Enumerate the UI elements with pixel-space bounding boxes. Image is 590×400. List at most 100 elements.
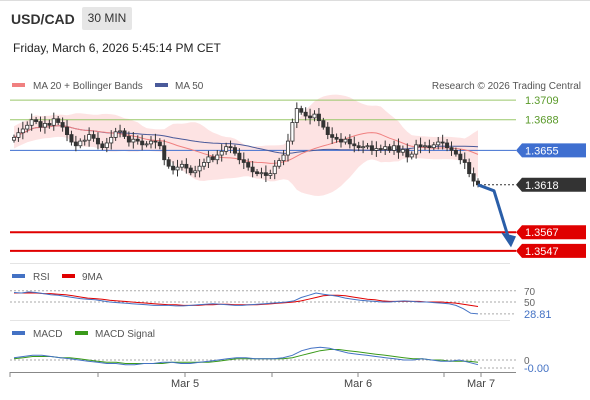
candle-body	[95, 137, 100, 145]
ma50-legend-label: MA 50	[175, 81, 204, 92]
candle-body	[369, 145, 374, 151]
x-tick-label: Mar 6	[344, 378, 372, 390]
candle-body	[409, 153, 414, 158]
candle-body	[16, 132, 21, 138]
candle-body	[418, 144, 423, 148]
candle-body	[268, 173, 273, 176]
candle-body	[281, 154, 286, 162]
candle-body	[392, 145, 397, 151]
level-tag-pivot	[516, 143, 586, 158]
candle-body	[352, 143, 357, 147]
candle-body	[259, 172, 264, 175]
forecast-arrow-shaft	[477, 183, 510, 237]
candle-body	[312, 113, 317, 119]
candle-body	[69, 134, 74, 143]
candle-body	[215, 154, 220, 161]
rsi-legend-swatch	[12, 274, 25, 278]
candle-body	[365, 145, 370, 148]
ma20-legend-label: MA 20 + Bollinger Bands	[33, 81, 143, 92]
candle-body	[383, 146, 388, 150]
candle-body	[308, 115, 313, 119]
macd-signal-line	[13, 349, 479, 364]
candle-body	[109, 136, 114, 144]
candle-body	[277, 160, 282, 167]
candle-body	[462, 159, 467, 163]
candle-body	[232, 147, 237, 154]
credit-text: Research © 2026 Trading Central	[432, 81, 581, 92]
candle-body	[272, 165, 277, 175]
candle-body	[42, 123, 47, 128]
candle-body	[153, 140, 158, 143]
macd-last-label: -0.00	[524, 363, 549, 375]
candle-body	[436, 141, 441, 146]
candle-body	[361, 146, 366, 149]
candle-body	[60, 122, 65, 128]
symbol-title: USD/CAD	[11, 11, 75, 27]
candle-body	[453, 149, 458, 155]
x-tick-label: Mar 7	[467, 378, 495, 390]
macd-legend-swatch	[12, 331, 25, 335]
candle-body	[113, 131, 118, 138]
x-tick-label: Mar 5	[171, 378, 199, 390]
candle-body	[179, 163, 184, 168]
candle-body	[29, 119, 34, 126]
candle-body	[334, 136, 339, 140]
timeframe-badge[interactable]: 30 MIN	[82, 7, 132, 30]
candle-body	[396, 145, 401, 153]
macd-line	[13, 346, 479, 366]
candle-body	[237, 152, 242, 161]
candle-body	[25, 124, 30, 130]
candle-body	[414, 144, 419, 155]
level-tag-support	[516, 225, 586, 240]
candle-body	[148, 140, 153, 145]
ma50-legend-swatch	[155, 83, 168, 87]
level-label-resistance: 1.3709	[525, 95, 559, 107]
macd-legend-label: MACD	[33, 329, 62, 340]
candle-body	[458, 153, 463, 161]
level-label-pivot: 1.3655	[525, 145, 559, 157]
candle-body	[378, 148, 383, 150]
candle-body	[431, 144, 436, 149]
candle-body	[347, 138, 352, 145]
ma20-legend-swatch	[12, 83, 25, 87]
rsi-line	[13, 291, 479, 315]
candle-body	[427, 145, 432, 149]
candle-body	[118, 130, 123, 133]
candle-body	[449, 147, 454, 151]
candle-body	[263, 172, 268, 176]
macd-signal-legend-swatch	[75, 331, 88, 335]
rsi-legend-label: RSI	[33, 272, 50, 283]
candle-body	[122, 130, 127, 137]
level-tag-support	[516, 243, 586, 258]
candle-body	[11, 136, 16, 141]
candle-body	[157, 141, 162, 147]
candle-body	[47, 123, 52, 126]
candle-body	[82, 139, 87, 142]
candle-body	[467, 162, 472, 175]
forecast-arrow-head	[501, 232, 516, 248]
candle-body	[166, 159, 171, 167]
level-label-resistance: 1.3688	[525, 115, 559, 127]
candle-body	[175, 166, 180, 171]
candle-body	[65, 126, 70, 135]
candle-body	[162, 145, 167, 161]
candle-body	[228, 146, 233, 149]
candle-body	[255, 171, 260, 175]
candle-body	[100, 143, 105, 149]
candle-body	[356, 145, 361, 149]
candle-body	[290, 122, 295, 142]
candle-body	[210, 156, 215, 161]
candle-body	[400, 149, 405, 153]
candle-body	[140, 140, 145, 146]
rsi-last-label: 28.81	[524, 309, 552, 321]
candle-body	[303, 111, 308, 117]
candle-body	[224, 146, 229, 152]
candle-body	[20, 128, 25, 134]
rsi-ma-legend-swatch	[62, 274, 75, 278]
candle-body	[184, 163, 189, 169]
candle-body	[343, 138, 348, 143]
candle-body	[285, 140, 290, 156]
candle-body	[135, 138, 140, 142]
candle-body	[126, 136, 131, 143]
